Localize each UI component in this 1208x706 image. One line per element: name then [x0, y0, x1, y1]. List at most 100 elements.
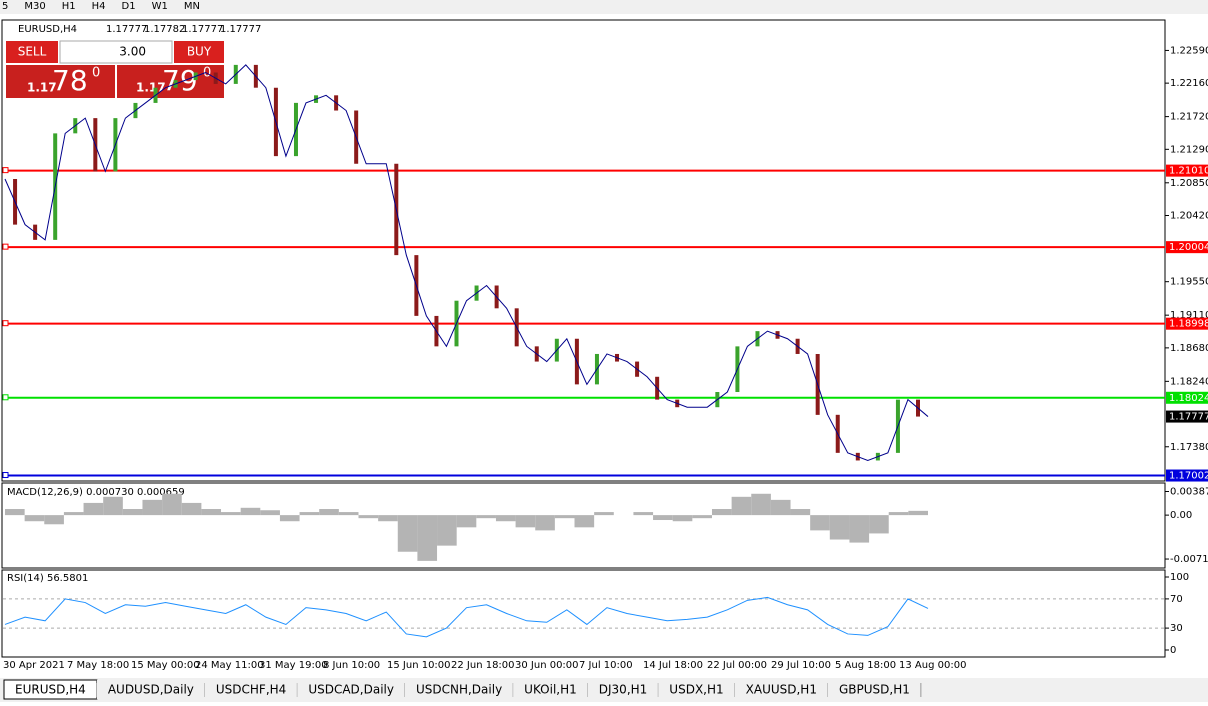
macd-bar — [456, 515, 477, 528]
macd-bar — [888, 512, 909, 516]
macd-bar — [594, 512, 614, 516]
level-handle[interactable] — [2, 394, 9, 401]
timeframe-button[interactable]: M30 — [24, 1, 45, 12]
macd-bar — [908, 510, 928, 516]
level-handle[interactable] — [2, 472, 9, 479]
macd-bar — [338, 512, 359, 516]
macd-bar — [279, 515, 300, 522]
rsi-panel — [1, 569, 1166, 658]
time-label: 7 May 18:00 — [67, 660, 129, 671]
time-label: 7 Jul 10:00 — [579, 660, 633, 671]
current-price-box — [1166, 410, 1208, 423]
symbol-tab[interactable] — [297, 680, 405, 699]
price-tick-label: 1.19110 — [1170, 310, 1208, 321]
timeframe-button[interactable]: D1 — [122, 1, 136, 12]
macd-bar — [319, 509, 339, 516]
symbol-tab[interactable] — [513, 680, 588, 699]
macd-bar — [397, 515, 418, 552]
time-label: 29 Jul 10:00 — [771, 660, 831, 671]
time-label: 14 Jul 18:00 — [643, 660, 703, 671]
macd-bar — [849, 515, 870, 543]
price-tick-label: 1.18680 — [1170, 343, 1208, 354]
tab-label: DJ30,H1 — [599, 683, 648, 697]
macd-bar — [751, 493, 771, 516]
macd-bar — [692, 515, 712, 519]
header-quote: 1.17777 — [182, 24, 223, 35]
time-label: 22 Jun 18:00 — [451, 660, 515, 671]
macd-bar — [162, 493, 182, 516]
symbol-tab[interactable] — [827, 680, 921, 699]
timeframe-button[interactable]: W1 — [152, 1, 168, 12]
macd-bar — [770, 499, 791, 516]
macd-bar — [515, 515, 536, 528]
macd-bar — [829, 515, 850, 540]
time-label: 15 May 00:00 — [131, 660, 200, 671]
level-label-box — [1166, 469, 1208, 482]
tab-label: AUDUSD,Daily — [108, 683, 194, 697]
timeframe-button[interactable]: 5 — [2, 1, 8, 12]
macd-bar — [24, 515, 45, 522]
tab-label: GBPUSD,H1 — [839, 683, 910, 697]
volume-input[interactable] — [59, 40, 173, 64]
symbol-tab[interactable] — [658, 680, 735, 699]
macd-bar — [299, 512, 320, 516]
macd-bar — [103, 496, 123, 516]
sell-button[interactable] — [6, 41, 58, 63]
price-tick-label: 1.19550 — [1170, 277, 1208, 288]
symbol-tab[interactable] — [204, 680, 298, 699]
rsi-tick-label: 30 — [1170, 623, 1183, 634]
rsi-line — [4, 596, 929, 638]
symbol-tab[interactable] — [734, 680, 828, 699]
level-handle[interactable] — [2, 320, 9, 327]
macd-bar — [653, 515, 673, 521]
buy-price-main: 79 — [162, 64, 198, 97]
symbol-tab[interactable] — [404, 680, 514, 699]
level-label-box — [1166, 317, 1208, 330]
time-label: 30 Apr 2021 — [3, 660, 65, 671]
time-label: 31 May 19:00 — [259, 660, 328, 671]
tab-label: USDCHF,H4 — [216, 683, 286, 697]
macd-bar — [44, 515, 64, 525]
time-label: 22 Jul 00:00 — [707, 660, 767, 671]
time-label: 13 Aug 00:00 — [899, 660, 966, 671]
macd-bar — [358, 515, 379, 519]
macd-tick-label: -0.007195 — [1170, 554, 1208, 565]
symbol-tab[interactable] — [587, 680, 659, 699]
level-handle[interactable] — [2, 167, 9, 174]
macd-bar — [711, 509, 732, 516]
toolbar — [0, 0, 1208, 14]
macd-label: MACD(12,26,9) 0.000730 0.000659 — [7, 487, 185, 498]
timeframe-button[interactable]: MN — [184, 1, 200, 12]
macd-bar — [181, 502, 202, 516]
tab-label: UKOil,H1 — [524, 683, 577, 697]
time-label: 8 Jun 10:00 — [323, 660, 380, 671]
timeframe-button[interactable]: H4 — [92, 1, 106, 12]
sell-price-big: 1.17 — [27, 81, 57, 95]
macd-tick-label: 0.003873 — [1170, 486, 1208, 497]
macd-bar — [574, 515, 595, 528]
buy-button[interactable] — [174, 41, 224, 63]
macd-bar — [122, 509, 143, 516]
rsi-tick-label: 100 — [1170, 572, 1189, 583]
close-line — [4, 64, 929, 461]
sell-price-box[interactable] — [6, 65, 115, 98]
symbol-tab[interactable] — [96, 680, 205, 699]
timeframe-button[interactable]: H1 — [62, 1, 76, 12]
macd-bar — [869, 515, 889, 534]
macd-bar — [790, 509, 811, 516]
buy-price-big: 1.17 — [136, 81, 166, 95]
time-label: 5 Aug 18:00 — [835, 660, 896, 671]
tab-label: EURUSD,H4 — [15, 683, 86, 697]
buy-price-box[interactable] — [117, 65, 224, 98]
header-quote: 1.17782 — [144, 24, 185, 35]
rsi-tick-label: 70 — [1170, 594, 1183, 605]
macd-bar — [83, 502, 104, 516]
level-label: 1.20004 — [1169, 242, 1208, 253]
macd-bar — [63, 512, 84, 516]
price-tick-label: 1.20850 — [1170, 178, 1208, 189]
level-handle[interactable] — [2, 243, 9, 250]
macd-bar — [437, 515, 457, 546]
level-label-box — [1166, 241, 1208, 254]
rsi-label: RSI(14) 56.5801 — [7, 573, 88, 584]
